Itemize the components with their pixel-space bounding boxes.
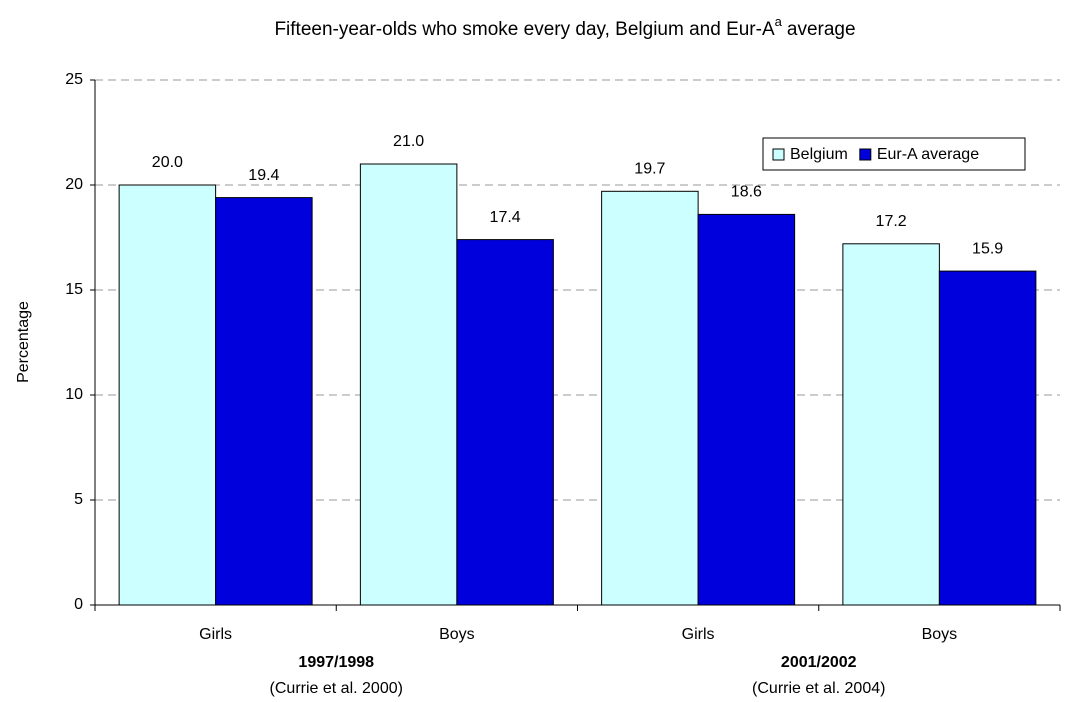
value-label: 17.4	[490, 209, 521, 226]
y-tick-label: 10	[65, 386, 83, 403]
group-label: 1997/1998	[298, 654, 374, 671]
bar	[697, 213, 796, 606]
y-tick-label: 0	[74, 596, 83, 613]
legend-box	[762, 137, 1026, 171]
legend: Belgium Eur-A average	[762, 137, 1026, 171]
group-source: (Currie et al. 2004)	[752, 680, 885, 697]
bar	[938, 270, 1037, 606]
chart-title: Fifteen-year-olds who smoke every day, B…	[274, 14, 855, 40]
y-tick-label: 25	[65, 71, 83, 88]
title-main: Fifteen-year-olds who smoke every day, B…	[274, 19, 775, 40]
title-end: average	[787, 19, 856, 40]
y-tick-label: 15	[65, 281, 83, 298]
group-label: 2001/2002	[781, 654, 857, 671]
legend-label: Eur-A average	[877, 146, 979, 163]
legend-label: Belgium	[790, 146, 848, 163]
value-label: 18.6	[731, 184, 762, 201]
bar	[215, 197, 313, 606]
legend-swatch	[772, 148, 785, 161]
x-tick-label: Boys	[922, 626, 958, 643]
y-tick-label: 20	[65, 176, 83, 193]
x-tick-label: Boys	[439, 626, 475, 643]
value-label: 20.0	[152, 154, 183, 171]
title-superscript: a	[775, 14, 783, 29]
bar	[456, 239, 554, 606]
value-label: 21.0	[393, 133, 424, 150]
x-tick-label: Girls	[199, 626, 232, 643]
value-label: 19.7	[634, 161, 665, 178]
value-label: 15.9	[972, 240, 1003, 257]
group-source: (Currie et al. 2000)	[270, 680, 403, 697]
x-tick-label: Girls	[682, 626, 715, 643]
legend-swatch	[859, 148, 872, 161]
y-tick-label: 5	[74, 491, 83, 508]
bar	[842, 243, 940, 606]
value-label: 19.4	[248, 167, 279, 184]
bar	[359, 163, 458, 606]
bar	[118, 184, 217, 606]
y-axis-label: Percentage	[15, 301, 32, 383]
value-label: 17.2	[876, 213, 907, 230]
bar	[601, 190, 699, 606]
